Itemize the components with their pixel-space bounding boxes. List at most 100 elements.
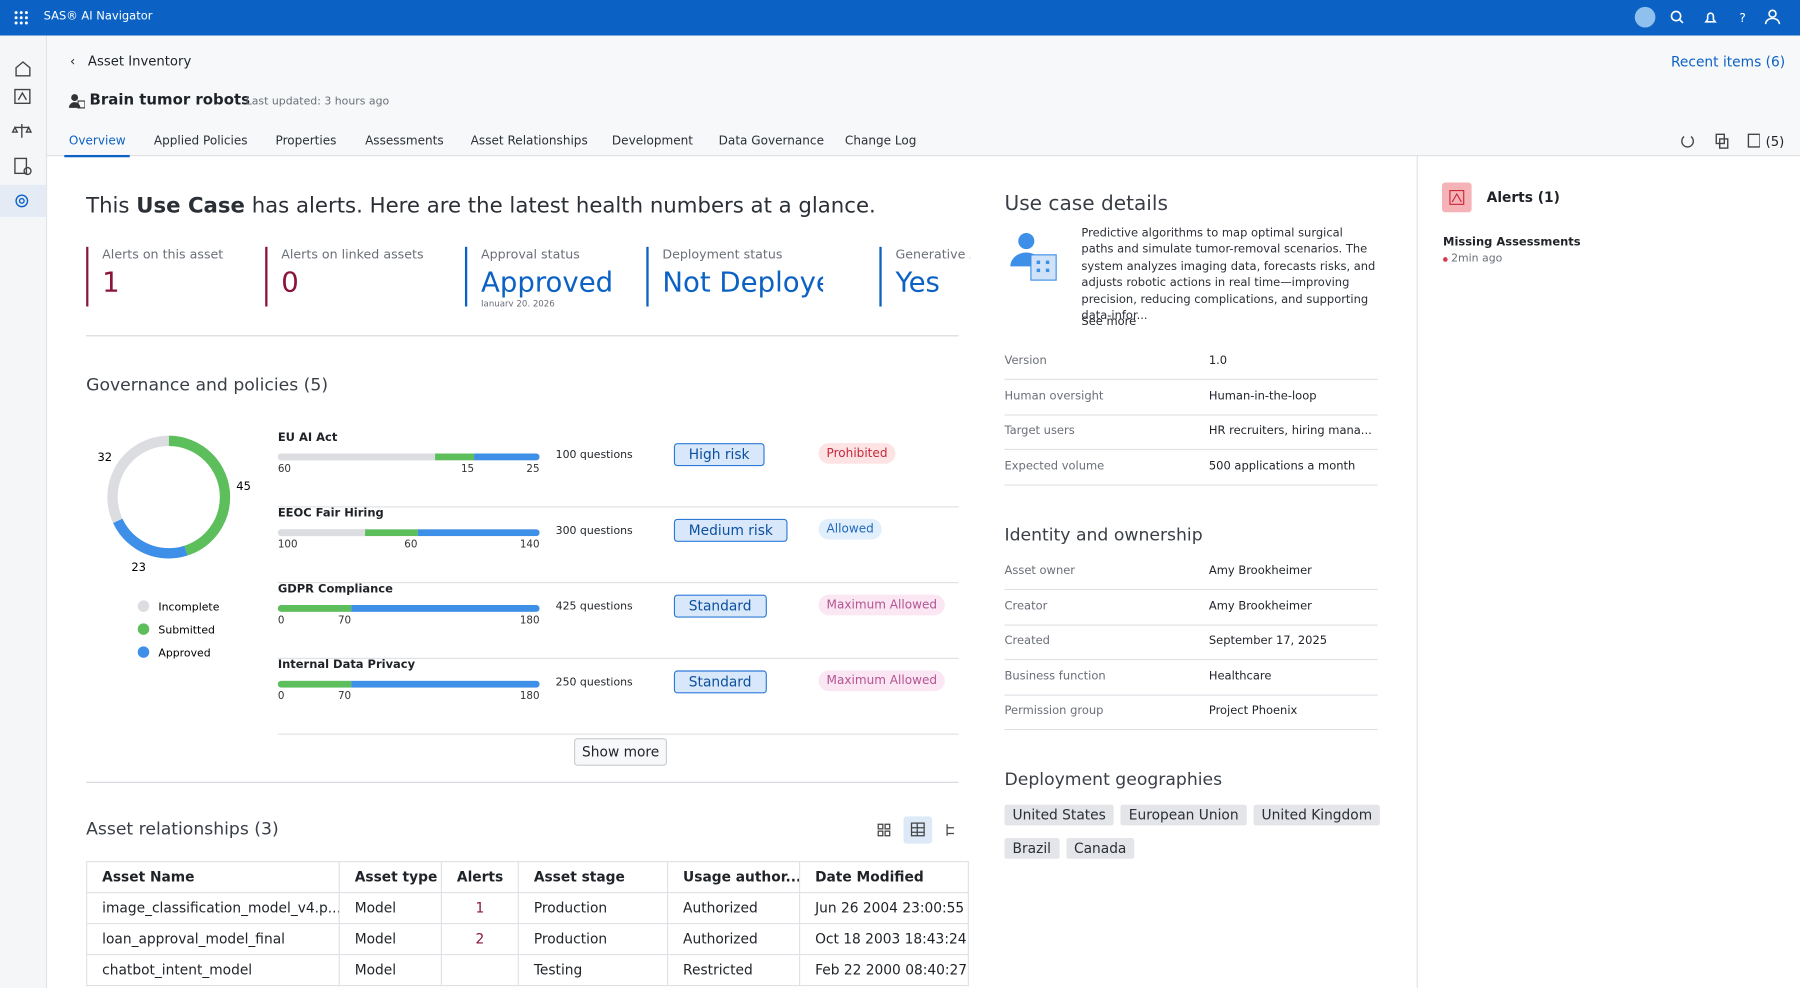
field-row: Target users HR recruiters, hiring mana..… (1004, 414, 1378, 451)
table-cell: Production (517, 891, 669, 925)
question-count: 100 questions (555, 448, 633, 462)
bar-labels: 0 70 180 (278, 691, 540, 705)
risk-badge: Standard (673, 594, 767, 618)
column-header[interactable]: Alerts (440, 860, 519, 894)
bar-label: 140 (519, 539, 540, 552)
asset-icon (68, 94, 85, 109)
field-row: Version 1.0 (1004, 344, 1378, 380)
table-cell: Model (338, 891, 442, 925)
column-header[interactable]: Asset stage (517, 860, 669, 894)
field-key: Target users (1004, 424, 1075, 438)
identity-title: Identity and ownership (1004, 524, 1203, 546)
refresh-icon[interactable] (1681, 136, 1694, 148)
asset-name: Brain tumor robots (89, 91, 250, 110)
tab[interactable]: Properties (275, 134, 337, 149)
field-row: Creator Amy Brookheimer (1004, 589, 1378, 626)
policy-row: GDPR Compliance 0 70 180 425 questions Standa… (277, 582, 959, 659)
stats: Alerts on this asset 1 Alerts on linked as… (86, 0, 970, 344)
divider (86, 335, 959, 337)
column-header[interactable]: Asset type (338, 860, 442, 894)
status-pill: Prohibited (818, 443, 896, 464)
help-icon[interactable]: ? (1739, 10, 1746, 25)
alerts-icon[interactable] (1747, 133, 1760, 148)
legend-swatch (137, 646, 150, 658)
rail-icons (0, 61, 46, 217)
settings-icon[interactable] (15, 194, 29, 208)
stat-value: 0 (281, 266, 299, 299)
alerts-panel-icon (1441, 182, 1472, 213)
see-more[interactable]: See more (1081, 315, 1137, 329)
bar-segment (365, 529, 418, 537)
bell-icon[interactable] (1704, 12, 1717, 23)
stat-value: 1 (102, 266, 120, 299)
hierarchy-view[interactable] (946, 824, 954, 836)
bar-label: 180 (519, 691, 540, 703)
status-pill: Maximum Allowed (818, 594, 946, 616)
last-updated: Last updated: 3 hours ago (245, 95, 390, 108)
breadcrumb-text[interactable]: Asset Inventory (87, 52, 192, 69)
policy-name: GDPR Compliance (277, 583, 393, 596)
bar-label: 25 (526, 463, 540, 476)
policy-icon[interactable] (11, 123, 33, 138)
alert-title[interactable]: Missing Assessments (1443, 236, 1581, 250)
alert-time: 2min ago (1451, 252, 1503, 266)
column-header[interactable]: Date Modified (799, 860, 969, 894)
report-icon[interactable] (14, 157, 28, 175)
use-case-icon (1010, 233, 1057, 281)
table-row[interactable]: loan_approval_model_final Model 2 Productio… (86, 922, 969, 956)
column-header[interactable]: Usage author... (666, 860, 801, 894)
avatar[interactable] (1634, 6, 1656, 28)
donut-chart: 45 23 32 Incomplete Submitted Approved (97, 435, 251, 660)
bar-label: 60 (277, 463, 291, 476)
tab[interactable]: Assessments (365, 134, 444, 149)
apps-icon[interactable] (14, 10, 29, 25)
recent-items[interactable]: Recent items (6) (1670, 53, 1786, 71)
bar-label: 100 (277, 539, 298, 552)
alert-count[interactable]: (5) (1765, 133, 1785, 150)
headline-bold: Use Case (136, 194, 245, 219)
table-cell: Oct 18 2003 18:43:24 (799, 922, 969, 956)
top-actions: ? (1634, 6, 1781, 28)
tile-view[interactable] (877, 823, 891, 837)
field-row: Business function Healthcare (1004, 660, 1378, 696)
breadcrumb[interactable]: ‹ Asset Inventory (70, 52, 192, 69)
tab[interactable]: Development (611, 134, 694, 149)
relationships-table: Asset Name Asset type Alerts Asset stage Usa… (86, 860, 969, 987)
user-icon[interactable] (1768, 9, 1777, 19)
field-key: Version (1004, 354, 1047, 368)
tab[interactable]: Asset Relationships (470, 134, 588, 149)
stat-label: Alerts on this asset (102, 246, 224, 262)
bar-label: 60 (404, 539, 418, 552)
top-bar: SAS® AI Navigator ? (0, 0, 1800, 36)
bar-label: 0 (277, 691, 285, 703)
stat: Alerts on linked assets 0 (265, 246, 442, 307)
table-cell: Feb 22 2000 08:40:27 (799, 953, 969, 987)
table-row[interactable]: image_classification_model_v4.p... Model 1… (86, 891, 969, 925)
view-toggles (877, 816, 954, 844)
tab[interactable]: Data Governance (718, 134, 824, 149)
bar-segment (351, 604, 540, 612)
field-key: Created (1004, 634, 1050, 648)
column-header[interactable]: Asset Name (86, 860, 340, 894)
table-cell: 2 (440, 922, 519, 956)
question-count: 250 questions (555, 676, 633, 689)
legend-label: Approved (158, 647, 210, 660)
tab[interactable]: Applied Policies (153, 134, 248, 149)
tab[interactable]: Overview (64, 134, 131, 158)
bar-segment (277, 680, 352, 688)
show-more-button[interactable]: Show more (574, 738, 668, 766)
inventory-icon[interactable] (14, 88, 31, 105)
app-title: SAS® AI Navigator (43, 10, 153, 23)
table-row[interactable]: chatbot_intent_model Model Testing Restrict… (86, 953, 969, 987)
table-cell: Model (338, 922, 442, 956)
field-value: Amy Brookheimer (1208, 564, 1312, 578)
bar-segment (351, 680, 540, 688)
bar-segment (474, 453, 540, 461)
stat-note: January 20, 2026 (481, 298, 555, 307)
panel-divider (1416, 154, 1418, 988)
home-icon[interactable] (15, 61, 31, 77)
progress-bar (277, 680, 540, 688)
tab[interactable]: Change Log (844, 134, 917, 149)
search-icon[interactable] (1670, 10, 1682, 22)
